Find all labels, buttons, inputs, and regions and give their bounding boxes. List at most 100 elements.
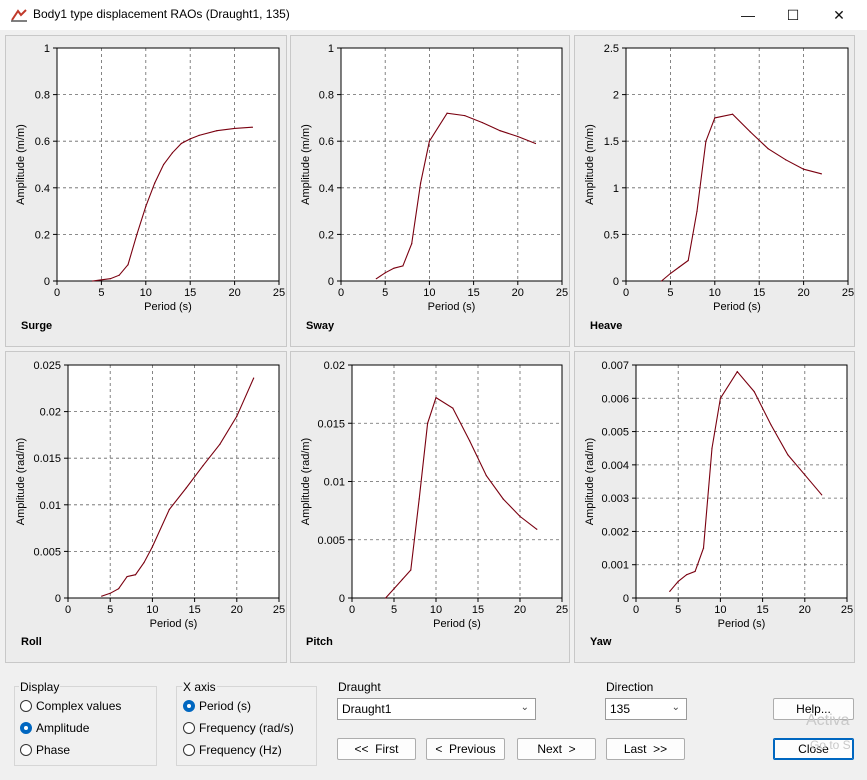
data-point — [168, 508, 170, 511]
x-tick-label: 10 — [709, 287, 721, 299]
xaxis-group — [176, 686, 317, 766]
y-tick-label: 0.002 — [601, 526, 629, 538]
data-point — [452, 407, 454, 409]
x-tick-label: 10 — [423, 287, 435, 299]
data-point — [517, 135, 519, 138]
help-button[interactable]: Help... — [773, 698, 854, 720]
plot-frame — [340, 47, 563, 282]
x-tick-label: 15 — [188, 604, 200, 616]
close-window-button[interactable]: ✕ — [833, 6, 845, 23]
x-tick-label: 5 — [107, 604, 113, 616]
data-point — [660, 280, 663, 282]
xaxis-option-frequency-hz[interactable]: Frequency (Hz) — [183, 743, 282, 757]
x-tick-label: 0 — [349, 604, 355, 616]
data-point — [770, 424, 772, 426]
radio-icon[interactable] — [183, 722, 195, 734]
data-point — [402, 265, 404, 267]
last-button[interactable]: Last >> — [606, 738, 685, 760]
previous-button[interactable]: < Previous — [426, 738, 505, 760]
x-tick-label: 10 — [146, 604, 158, 616]
direction-label: Direction — [606, 680, 654, 694]
x-tick-label: 10 — [714, 604, 726, 616]
xaxis-option-frequency-rad[interactable]: Frequency (rad/s) — [183, 721, 294, 735]
display-option-amplitude[interactable]: Amplitude — [20, 721, 89, 735]
data-point — [678, 266, 680, 268]
x-tick-label: 5 — [675, 604, 681, 616]
chart-panel-roll: 0 5 10 15 20 25 0 0.005 0.01 0.015 0.02 0.025 Period… — [5, 351, 287, 663]
display-group — [14, 686, 157, 766]
plot-area — [68, 365, 279, 598]
minimize-button[interactable]: — — [741, 7, 755, 23]
chart-panel-pitch: 0 5 10 15 20 25 0 0.005 0.01 0.015 0.02 Period (s) A… — [290, 351, 570, 663]
radio-icon[interactable] — [20, 700, 32, 712]
display-option-complex[interactable]: Complex values — [20, 699, 121, 713]
y-tick-label: 0.4 — [319, 183, 334, 195]
display-option-phase[interactable]: Phase — [20, 743, 70, 757]
data-point — [469, 440, 471, 442]
data-point — [418, 498, 420, 500]
data-point — [185, 487, 187, 489]
data-point — [820, 173, 822, 175]
next-button[interactable]: Next > — [517, 738, 596, 760]
y-tick-label: 2.5 — [604, 43, 619, 55]
data-point — [749, 131, 751, 133]
data-point — [669, 272, 671, 275]
data-point — [109, 592, 111, 594]
plot-frame — [635, 364, 848, 599]
data-point — [151, 546, 153, 548]
y-tick-label: 0.005 — [317, 535, 345, 547]
y-tick-label: 0.005 — [33, 546, 61, 558]
y-tick-label: 0 — [55, 593, 61, 605]
data-point — [219, 443, 221, 445]
y-tick-label: 0.006 — [601, 393, 629, 405]
data-point — [702, 547, 705, 549]
data-point — [499, 130, 501, 132]
y-tick-label: 0.007 — [601, 360, 629, 372]
data-point — [714, 117, 716, 119]
y-axis-label: Amplitude (m/m) — [584, 124, 596, 205]
data-point — [686, 574, 688, 576]
x-tick-label: 0 — [54, 287, 60, 299]
data-point — [446, 112, 448, 114]
data-point — [705, 140, 707, 142]
x-tick-label: 10 — [140, 287, 152, 299]
x-tick-label: 20 — [799, 604, 811, 616]
radio-checked-icon[interactable] — [20, 722, 32, 734]
close-button[interactable]: Close — [773, 738, 854, 760]
plot-area — [636, 365, 847, 598]
radio-icon[interactable] — [183, 744, 195, 756]
first-button[interactable]: << First — [337, 738, 416, 760]
data-point — [419, 182, 422, 184]
y-tick-label: 0.025 — [33, 360, 61, 372]
direction-select[interactable]: 135 ⌄ — [605, 698, 687, 720]
y-tick-label: 0.8 — [319, 90, 334, 102]
chart-panel-yaw: 0 5 10 15 20 25 0 0.001 0.002 0.003 0.004 0.005 0.00… — [574, 351, 855, 663]
draught-select[interactable]: Draught1 ⌄ — [337, 698, 536, 720]
plot-area — [626, 48, 848, 281]
chart-surge: 0 5 10 15 20 25 0 0.2 0.4 0.6 0.8 1 Period (s) Amplit… — [15, 43, 285, 313]
x-tick-label: 5 — [667, 287, 673, 299]
x-tick-label: 5 — [391, 604, 397, 616]
data-point — [109, 278, 111, 280]
data-point — [753, 391, 755, 393]
data-point — [100, 279, 102, 281]
activation-watermark-line1: Activa — [806, 712, 850, 729]
radio-checked-icon[interactable] — [183, 700, 195, 712]
xaxis-option-period[interactable]: Period (s) — [183, 699, 251, 713]
plot-area — [341, 48, 562, 281]
y-tick-label: 0.02 — [40, 407, 61, 419]
data-point — [696, 210, 698, 212]
series-line-surge — [92, 126, 253, 282]
radio-icon[interactable] — [20, 744, 32, 756]
chart-yaw: 0 5 10 15 20 25 0 0.001 0.002 0.003 0.004 0.005 0.00… — [584, 360, 853, 630]
data-point — [127, 264, 129, 266]
x-tick-label: 0 — [623, 287, 629, 299]
y-tick-label: 0.2 — [319, 229, 334, 241]
maximize-button[interactable]: ☐ — [786, 6, 800, 23]
chevron-down-icon: ⌄ — [520, 702, 529, 713]
data-point — [134, 574, 137, 576]
panel-label-heave: Heave — [590, 320, 623, 332]
chart-panel-surge: 0 5 10 15 20 25 0 0.2 0.4 0.6 0.8 1 Period (s) Amplit… — [5, 35, 287, 347]
xaxis-group-title: X axis — [182, 680, 217, 694]
y-axis-label: Amplitude (m/m) — [15, 124, 27, 205]
